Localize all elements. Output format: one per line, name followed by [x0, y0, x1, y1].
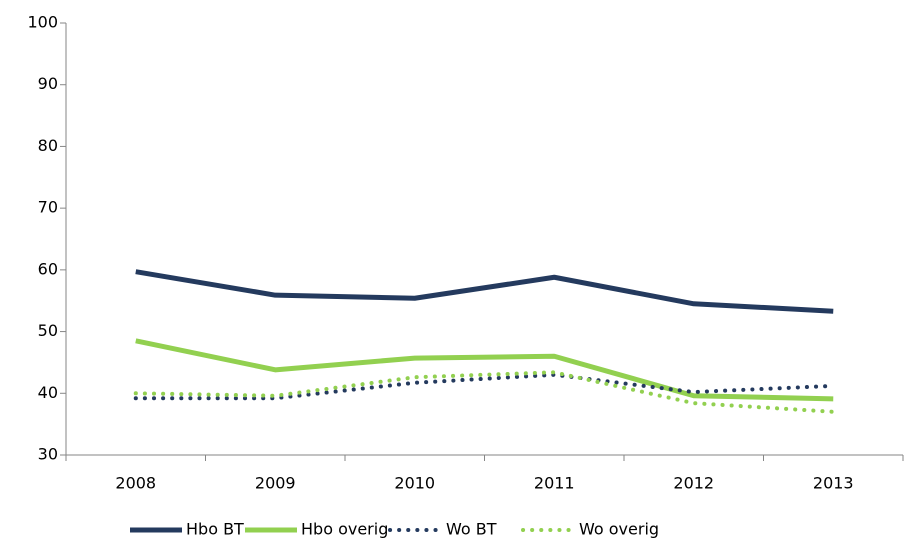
x-tick-label: 2013 — [813, 474, 854, 493]
y-tick-label: 30 — [38, 445, 58, 464]
x-tick-label: 2010 — [394, 474, 435, 493]
legend-label: Hbo overig — [301, 520, 388, 539]
x-tick-label: 2011 — [534, 474, 575, 493]
line-series — [133, 372, 836, 401]
y-tick-label: 100 — [27, 13, 58, 32]
legend-label: Wo overig — [579, 520, 659, 539]
y-tick-label: 90 — [38, 74, 58, 93]
y-tick-label: 60 — [38, 259, 58, 278]
line-series — [135, 269, 834, 314]
y-tick-label: 70 — [38, 198, 58, 217]
legend-label: Hbo BT — [186, 520, 244, 539]
x-tick-label: 2009 — [255, 474, 296, 493]
x-tick-label: 2012 — [673, 474, 714, 493]
y-tick-label: 40 — [38, 383, 58, 402]
legend-label: Wo BT — [446, 520, 497, 539]
line-series — [133, 370, 836, 414]
x-tick-label: 2008 — [115, 474, 156, 493]
y-tick-label: 80 — [38, 136, 58, 155]
y-tick-label: 50 — [38, 321, 58, 340]
line-series — [135, 338, 834, 402]
